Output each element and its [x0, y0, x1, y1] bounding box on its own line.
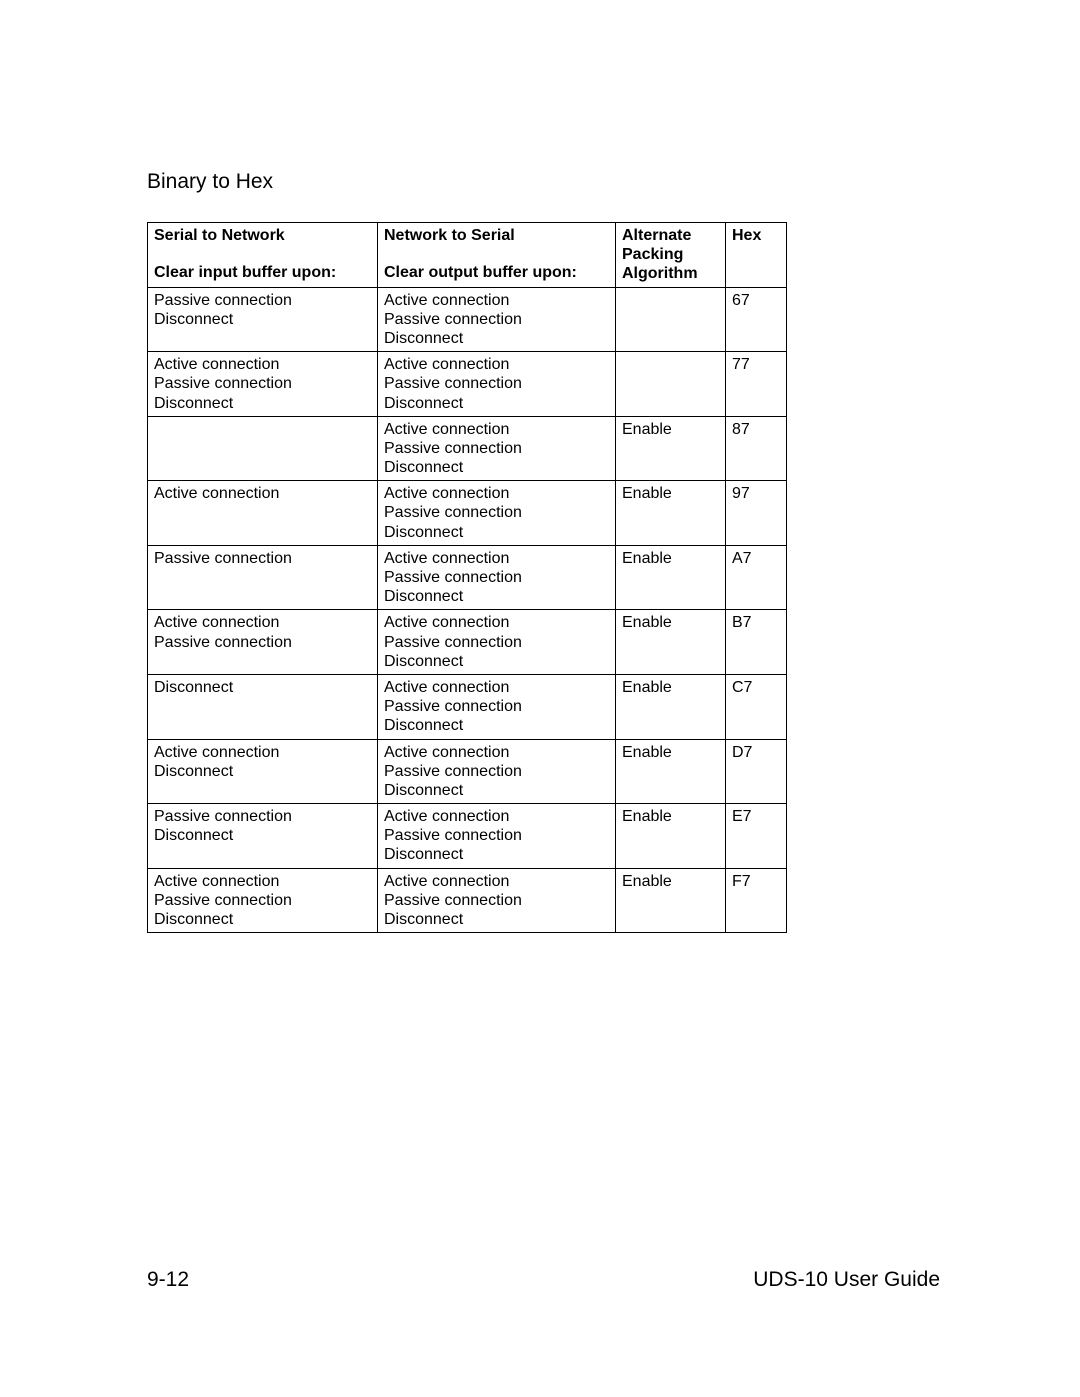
cell-serial: Active connection	[148, 481, 378, 546]
footer-page-number: 9-12	[147, 1268, 189, 1292]
cell-hex: C7	[726, 674, 787, 739]
header-network-to-serial: Network to Serial Clear output buffer up…	[378, 223, 616, 288]
cell-alt: Enable	[616, 416, 726, 481]
cell-network: Active connection Passive connection Dis…	[378, 868, 616, 933]
cell-network: Active connection Passive connection Dis…	[378, 674, 616, 739]
cell-hex: B7	[726, 610, 787, 675]
cell-network: Active connection Passive connection Dis…	[378, 352, 616, 417]
cell-alt: Enable	[616, 610, 726, 675]
cell-serial	[148, 416, 378, 481]
cell-alt	[616, 287, 726, 352]
table-row: Disconnect Active connection Passive con…	[148, 674, 787, 739]
cell-network: Active connection Passive connection Dis…	[378, 416, 616, 481]
cell-alt	[616, 352, 726, 417]
cell-network: Active connection Passive connection Dis…	[378, 804, 616, 869]
cell-alt: Enable	[616, 804, 726, 869]
header-serial-to-network: Serial to Network Clear input buffer upo…	[148, 223, 378, 288]
cell-hex: D7	[726, 739, 787, 804]
cell-hex: A7	[726, 545, 787, 610]
header-line: Network to Serial	[384, 226, 609, 245]
header-hex: Hex	[726, 223, 787, 288]
page-title: Binary to Hex	[147, 170, 940, 194]
cell-alt: Enable	[616, 545, 726, 610]
header-alternate-packing: Alternate Packing Algorithm	[616, 223, 726, 288]
table-row: Passive connection Active connection Pas…	[148, 545, 787, 610]
cell-network: Active connection Passive connection Dis…	[378, 610, 616, 675]
header-line: Serial to Network	[154, 226, 371, 245]
cell-serial: Active connection Disconnect	[148, 739, 378, 804]
table-body: Passive connection Disconnect Active con…	[148, 287, 787, 933]
cell-serial: Passive connection Disconnect	[148, 804, 378, 869]
cell-serial: Passive connection	[148, 545, 378, 610]
cell-hex: 77	[726, 352, 787, 417]
table-row: Passive connection Disconnect Active con…	[148, 287, 787, 352]
table-header-row: Serial to Network Clear input buffer upo…	[148, 223, 787, 288]
binary-to-hex-table: Serial to Network Clear input buffer upo…	[147, 222, 787, 933]
cell-network: Active connection Passive connection Dis…	[378, 481, 616, 546]
cell-alt: Enable	[616, 739, 726, 804]
table-row: Active connection Disconnect Active conn…	[148, 739, 787, 804]
table-row: Active connection Active connection Pass…	[148, 481, 787, 546]
cell-hex: F7	[726, 868, 787, 933]
cell-serial: Active connection Passive connection Dis…	[148, 352, 378, 417]
cell-hex: E7	[726, 804, 787, 869]
table-row: Active connection Passive connection Dis…	[148, 868, 787, 933]
cell-serial: Active connection Passive connection	[148, 610, 378, 675]
cell-serial: Passive connection Disconnect	[148, 287, 378, 352]
cell-network: Active connection Passive connection Dis…	[378, 287, 616, 352]
cell-serial: Active connection Passive connection Dis…	[148, 868, 378, 933]
cell-network: Active connection Passive connection Dis…	[378, 545, 616, 610]
footer-doc-title: UDS-10 User Guide	[753, 1268, 940, 1292]
cell-network: Active connection Passive connection Dis…	[378, 739, 616, 804]
cell-alt: Enable	[616, 481, 726, 546]
cell-hex: 67	[726, 287, 787, 352]
cell-hex: 97	[726, 481, 787, 546]
document-page: Binary to Hex Serial to Network Clear in…	[0, 0, 1080, 1397]
cell-alt: Enable	[616, 868, 726, 933]
header-line: Clear output buffer upon:	[384, 263, 609, 282]
page-footer: 9-12 UDS-10 User Guide	[147, 1268, 940, 1292]
table-row: Active connection Passive connection Act…	[148, 610, 787, 675]
table-row: Passive connection Disconnect Active con…	[148, 804, 787, 869]
table-row: Active connection Passive connection Dis…	[148, 352, 787, 417]
cell-alt: Enable	[616, 674, 726, 739]
header-line: Clear input buffer upon:	[154, 263, 371, 282]
table-row: Active connection Passive connection Dis…	[148, 416, 787, 481]
cell-serial: Disconnect	[148, 674, 378, 739]
cell-hex: 87	[726, 416, 787, 481]
